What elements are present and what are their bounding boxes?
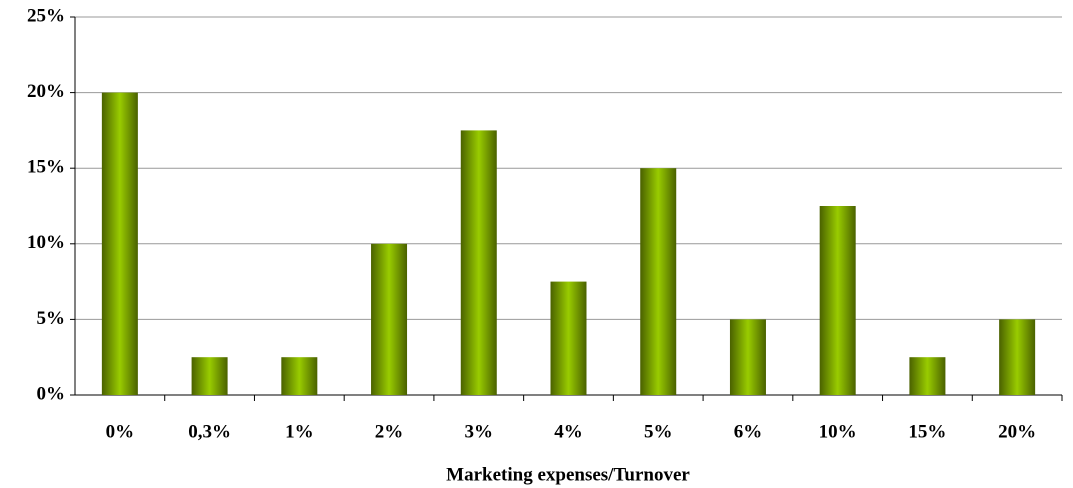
bar	[281, 357, 318, 395]
x-tick-label: 20%	[998, 421, 1036, 442]
y-tick-label: 15%	[27, 157, 65, 178]
bar	[909, 357, 946, 395]
bar	[371, 243, 408, 395]
bar	[999, 319, 1036, 395]
x-tick-label: 4%	[554, 421, 583, 442]
y-tick-label: 10%	[27, 232, 65, 253]
x-tick-label: 5%	[644, 421, 673, 442]
y-tick-label: 20%	[27, 81, 65, 102]
x-tick-label: 2%	[375, 421, 404, 442]
x-tick-label: 15%	[908, 421, 946, 442]
x-tick-label: 10%	[819, 421, 857, 442]
bar	[550, 281, 587, 395]
bar	[729, 319, 766, 395]
y-tick-label: 5%	[37, 308, 66, 329]
bar	[191, 357, 228, 395]
x-tick-label: 0%	[106, 421, 135, 442]
y-tick-label: 25%	[27, 5, 65, 26]
x-tick-label: 0,3%	[188, 421, 231, 442]
x-tick-label: 1%	[285, 421, 314, 442]
bar	[460, 130, 497, 395]
bar	[819, 206, 856, 395]
x-tick-label: 3%	[465, 421, 494, 442]
x-axis-title: Marketing expenses/Turnover	[446, 464, 690, 485]
y-tick-label: 0%	[37, 383, 66, 404]
bar	[640, 168, 677, 395]
bar	[101, 92, 138, 395]
x-tick-label: 6%	[734, 421, 763, 442]
